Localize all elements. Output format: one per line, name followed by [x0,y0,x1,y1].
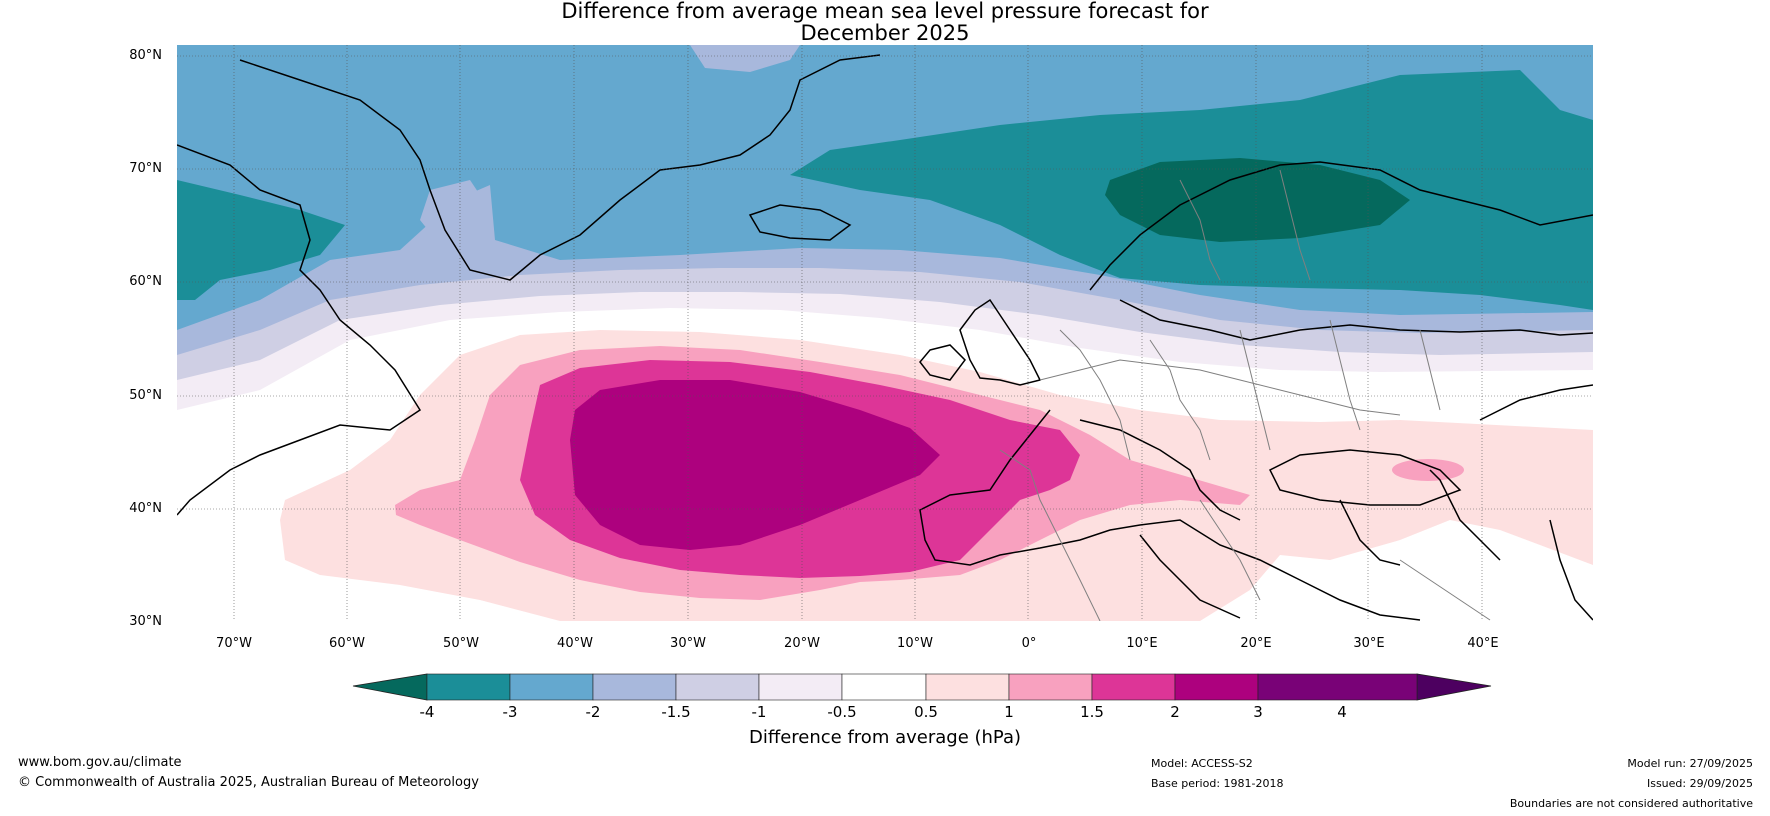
issued-date: Issued: 29/09/2025 [1646,777,1753,790]
anomaly-patch-black-sea [1392,459,1464,481]
colorbar-segment-4 [675,673,760,701]
colorbar-tick: 2 [1170,703,1180,721]
lon-label-30w: 30°W [670,636,706,651]
lon-label-40e: 40°E [1467,636,1499,651]
map-title-line-1: Difference from average mean sea level p… [561,0,1209,23]
colorbar [352,673,1492,701]
colorbar-tick: 1 [1004,703,1014,721]
colorbar-label: Difference from average (hPa) [748,727,1022,748]
lon-label-40w: 40°W [557,636,593,651]
colorbar-extend-low [352,673,428,701]
website-link[interactable]: www.bom.gov.au/climate [18,755,182,770]
colorbar-segment-10 [1174,673,1259,701]
lon-label-30e: 30°E [1353,636,1385,651]
colorbar-segment-6 [841,673,927,701]
colorbar-tick: -3 [502,703,518,721]
country-borders [999,169,1491,621]
colorbar-tick: -1.5 [661,703,691,721]
colorbar-segment-11 [1257,673,1418,701]
lat-label-50n: 50°N [129,388,162,403]
lon-label-70w: 70°W [216,636,252,651]
base-period: Base period: 1981-2018 [1151,777,1284,790]
anomaly-band-2-to-3 [570,380,940,550]
colorbar-segment-2 [509,673,594,701]
copyright-text: © Commonwealth of Australia 2025, Austra… [18,775,479,790]
map-title-line-2: December 2025 [800,21,970,45]
colorbar-tick: 3 [1253,703,1263,721]
lat-label-40n: 40°N [129,501,162,516]
lon-label-10w: 10°W [897,636,933,651]
lon-label-50w: 50°W [443,636,479,651]
lon-label-60w: 60°W [329,636,365,651]
colorbar-segment-3 [592,673,677,701]
anomaly-patch-minus2-to-minus1.5 [690,45,800,72]
colorbar-tick: -0.5 [827,703,857,721]
colorbar-tick: 1.5 [1080,703,1104,721]
lat-label-70n: 70°N [129,161,162,176]
lon-label-20w: 20°W [784,636,820,651]
lat-label-60n: 60°N [129,274,162,289]
colorbar-tick: -1 [751,703,767,721]
colorbar-segment-5 [758,673,843,701]
colorbar-segment-9 [1091,673,1176,701]
model-run-date: Model run: 27/09/2025 [1627,757,1753,770]
colorbar-tick: -2 [585,703,601,721]
lon-label-0: 0° [1021,636,1037,651]
anomaly-patch-labrador [177,180,345,300]
coastlines [177,54,1593,621]
graticule [177,45,1593,621]
colorbar-tick: 0.5 [914,703,938,721]
lat-label-80n: 80°N [129,48,162,63]
colorbar-segment-8 [1008,673,1093,701]
colorbar-segment-7 [925,673,1010,701]
colorbar-extend-high [1416,673,1492,701]
lon-label-20e: 20°E [1240,636,1272,651]
model-name: Model: ACCESS-S2 [1151,757,1253,770]
lat-label-30n: 30°N [129,614,162,629]
anomaly-core-below-minus4 [1105,158,1410,242]
lon-label-10e: 10°E [1126,636,1158,651]
colorbar-segment-1 [426,673,511,701]
map-area [177,45,1593,621]
colorbar-tick: 4 [1337,703,1347,721]
boundaries-disclaimer: Boundaries are not considered authoritat… [1509,797,1753,810]
colorbar-tick: -4 [419,703,435,721]
